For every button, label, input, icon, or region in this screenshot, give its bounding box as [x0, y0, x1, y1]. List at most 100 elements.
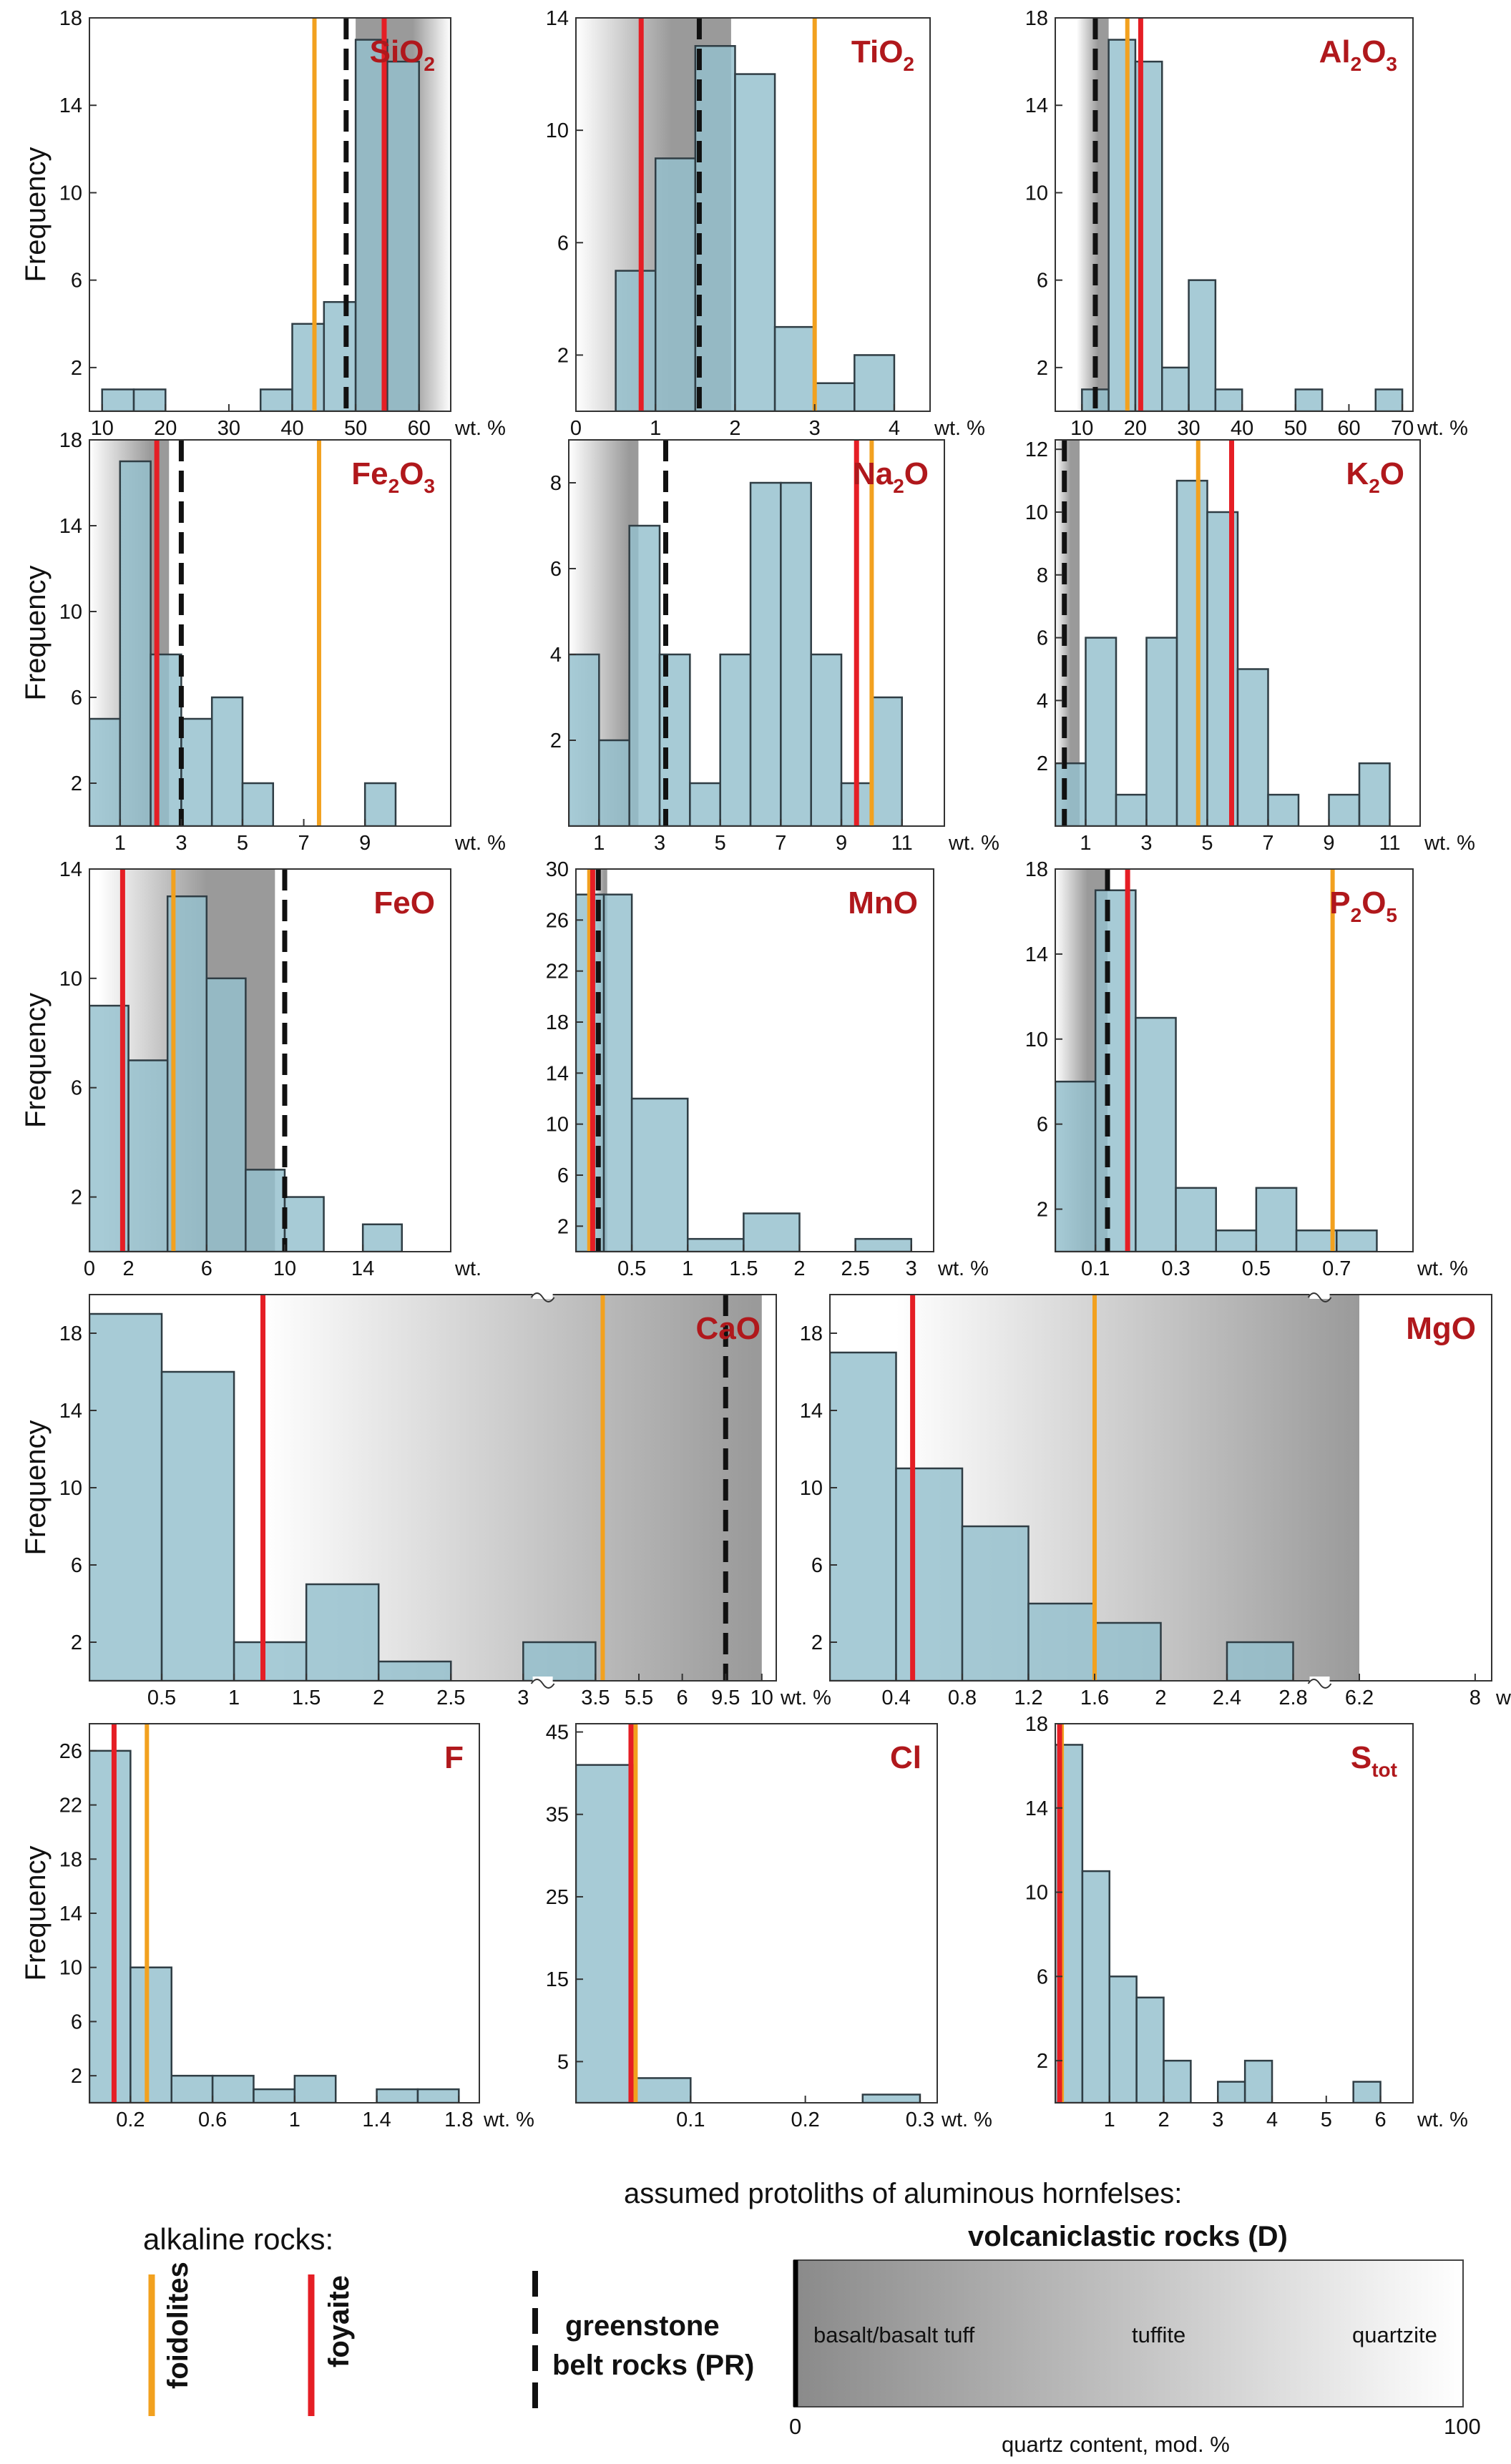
frame-tio2: [575, 17, 931, 412]
bar-na2o-2: [628, 524, 661, 826]
bar-mno-1: [602, 893, 633, 1252]
ytick-label-al2o3-3: 14: [1025, 94, 1048, 117]
bar-p2o5-2: [1135, 1016, 1177, 1252]
ytick-label-cl-3: 35: [546, 1804, 569, 1827]
ytick-label-p2o5-2: 10: [1025, 1029, 1048, 1051]
title-mgo: MgO: [1406, 1311, 1476, 1346]
xtick-label-mno-1: 1: [682, 1257, 693, 1280]
xtick-label-al2o3-6: 70: [1391, 417, 1414, 440]
ytick-label-cao-2: 10: [59, 1477, 82, 1500]
ytick-label-mgo-1: 6: [811, 1554, 823, 1577]
xtick-label-al2o3-1: 20: [1124, 417, 1147, 440]
frame-stot: [1055, 1723, 1414, 2104]
bar-mno-2: [630, 1097, 689, 1252]
axis-break-gap-mgo-1: [1309, 1677, 1330, 1685]
xtick-label-p2o5-2: 0.5: [1242, 1257, 1271, 1280]
xtick-label-cao-9: 9.5: [711, 1687, 740, 1709]
ytick-label-f-3: 14: [59, 1903, 82, 1925]
ytick-label-p2o5-4: 18: [1025, 858, 1048, 881]
bar-k2o-6: [1236, 668, 1269, 826]
x-unit-sio2: wt. %: [454, 417, 506, 440]
xtick-label-cao-6: 3.5: [581, 1687, 610, 1709]
bar-na2o-7: [780, 481, 812, 826]
xtick-label-mno-5: 3: [906, 1257, 917, 1280]
xtick-label-fe2o3-0: 1: [114, 832, 126, 855]
frame-fe2o3: [89, 439, 451, 827]
xtick-label-cao-4: 2.5: [436, 1687, 465, 1709]
panel-tio2: 2 6 10 14 0 1 2 3 4 wt. % TiO2: [546, 7, 985, 440]
bar-na2o-8: [810, 653, 843, 826]
ytick-label-tio2-0: 2: [557, 344, 569, 367]
plot-area-cl: [576, 1724, 921, 2103]
alkaline-rocks-heading: alkaline rocks:: [143, 2222, 333, 2256]
xtick-label-sio2-0: 10: [91, 417, 114, 440]
x-unit-al2o3: wt. %: [1417, 417, 1468, 440]
xtick-label-mgo-1: 0.8: [948, 1687, 977, 1709]
ytick-label-na2o-0: 2: [550, 730, 562, 752]
bar-al2o3-4: [1188, 279, 1217, 411]
ylabel-cao: Frequency: [20, 1420, 52, 1556]
ytick-label-tio2-1: 6: [557, 232, 569, 255]
bar-cl-0: [576, 1764, 635, 2103]
title-p2o5: P2O5: [1329, 885, 1397, 926]
panel-fe2o3: 2 6 10 14 18 1 3 5 7 9 wt. % Frequency Fe2O3: [20, 429, 506, 855]
bar-fe2o3-3: [180, 717, 213, 826]
xtick-label-cao-5: 3: [517, 1687, 529, 1709]
ytick-label-cao-3: 14: [59, 1400, 82, 1423]
xtick-label-mgo-7: 6.2: [1345, 1687, 1374, 1709]
protolith-heading: assumed protoliths of aluminous hornfels…: [624, 2178, 1182, 2209]
bar-stot-3: [1135, 1996, 1165, 2103]
bar-feo-3: [205, 977, 247, 1252]
axis-break-mark-mgo-0: [1307, 1292, 1332, 1302]
xtick-label-stot-4: 5: [1321, 2109, 1332, 2131]
ytick-label-al2o3-2: 10: [1025, 182, 1048, 205]
ytick-label-k2o-4: 10: [1025, 501, 1048, 524]
bar-na2o-1: [598, 739, 630, 826]
ytick-label-al2o3-1: 6: [1037, 270, 1048, 293]
xtick-label-f-4: 1.8: [444, 2109, 473, 2131]
bar-al2o3-6: [1294, 388, 1324, 411]
ytick-label-mno-7: 30: [546, 858, 569, 881]
ytick-label-fe2o3-0: 2: [71, 772, 82, 795]
ytick-label-sio2-2: 10: [59, 182, 82, 205]
xtick-label-feo-1: 2: [123, 1257, 135, 1280]
bar-sio2-1: [132, 388, 167, 411]
bar-tio2-1: [654, 157, 697, 411]
tuffite-label: tuffite: [1132, 2322, 1185, 2347]
panel-p2o5: 2 6 10 14 18 0.1 0.3 0.5 0.7 wt. % P2O5: [1025, 858, 1468, 1280]
xtick-label-na2o-3: 7: [775, 832, 786, 855]
xtick-label-mgo-8: 8: [1470, 1687, 1481, 1709]
ytick-label-mgo-2: 10: [800, 1477, 823, 1500]
xtick-label-k2o-1: 3: [1140, 832, 1152, 855]
bar-f-5: [293, 2074, 337, 2103]
panel-feo: 2 6 10 14 0 2 6 10 14 wt. Frequency FeO: [20, 858, 481, 1280]
ytick-label-cl-0: 5: [557, 2051, 569, 2073]
bar-k2o-0: [1055, 762, 1087, 826]
xtick-label-feo-4: 14: [351, 1257, 374, 1280]
x-unit-na2o: wt. %: [948, 832, 999, 855]
bar-p2o5-6: [1295, 1229, 1338, 1252]
title-al2o3: Al2O3: [1319, 34, 1397, 75]
xtick-label-mgo-0: 0.4: [881, 1687, 910, 1709]
ytick-label-stot-2: 10: [1025, 1882, 1048, 1905]
ylabel-fe2o3: Frequency: [20, 566, 52, 701]
xtick-label-mgo-4: 2: [1155, 1687, 1166, 1709]
plot-area-tio2: [576, 18, 896, 411]
bar-sio2-6: [386, 60, 420, 411]
bar-mgo-1: [895, 1467, 964, 1681]
xtick-label-mgo-3: 1.6: [1080, 1687, 1109, 1709]
xtick-label-sio2-1: 20: [154, 417, 177, 440]
bar-na2o-6: [749, 481, 782, 826]
xtick-label-cl-1: 0.2: [791, 2109, 819, 2131]
ytick-label-al2o3-4: 18: [1025, 7, 1048, 30]
bar-p2o5-3: [1175, 1187, 1217, 1252]
ytick-label-k2o-2: 6: [1037, 627, 1048, 650]
ylabel-feo: Frequency: [20, 993, 52, 1128]
ytick-label-mno-3: 14: [546, 1062, 569, 1085]
ytick-label-f-5: 22: [59, 1795, 82, 1817]
x-unit-p2o5: wt. %: [1417, 1257, 1468, 1280]
bar-cao-2: [233, 1641, 308, 1681]
bar-feo-4: [245, 1169, 286, 1252]
xtick-label-mno-3: 2: [793, 1257, 805, 1280]
x-unit-cl: wt. %: [941, 2109, 992, 2131]
